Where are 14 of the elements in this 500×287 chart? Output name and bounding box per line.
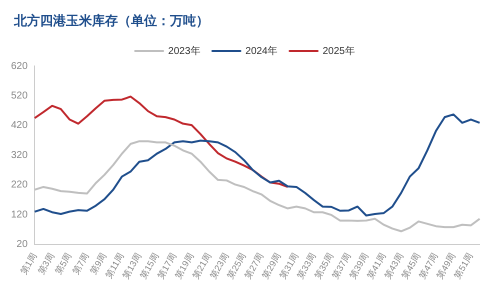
legend-label: 2025年: [322, 44, 355, 57]
legend-label: 2023年: [168, 44, 200, 57]
y-tick-label: 20: [16, 239, 28, 250]
y-tick-label: 420: [10, 120, 28, 132]
y-tick-label: 620: [10, 60, 28, 72]
legend-label: 2024年: [245, 44, 278, 57]
chart-title: 北方四港玉米库存（单位：万吨）: [12, 12, 210, 31]
y-tick-label: 120: [10, 209, 28, 220]
x-tick-label: 第7周: [70, 251, 91, 276]
x-tick-label: 第1周: [18, 251, 39, 276]
x-tick-label: 第5周: [53, 251, 74, 276]
y-tick-label: 320: [10, 150, 28, 161]
y-tick-label: 220: [10, 180, 28, 191]
y-tick-label: 520: [10, 90, 28, 102]
